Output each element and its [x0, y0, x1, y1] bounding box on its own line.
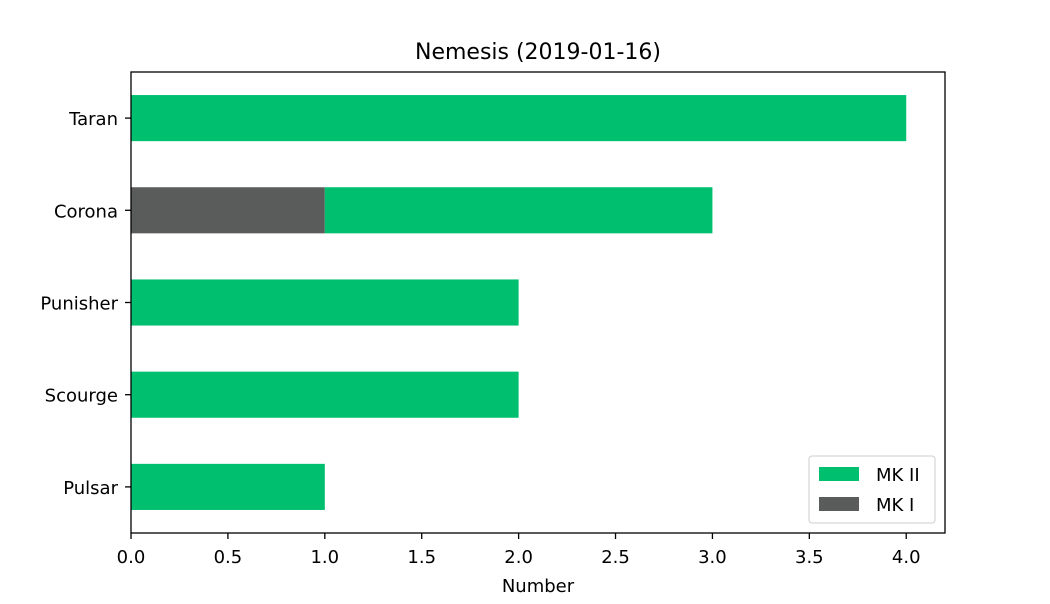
x-tick-label: 1.0	[310, 547, 339, 568]
x-axis-label: Number	[502, 576, 575, 597]
legend-label-mk-ii: MK II	[876, 465, 920, 486]
legend: MK II MK I	[808, 455, 936, 524]
chart-title: Nemesis (2019-01-16)	[415, 40, 661, 65]
y-tick-label-taran: Taran	[68, 109, 118, 130]
axes-layer: Taran Corona Punisher Scourge Pulsar 0.0 0.5 1.…	[40, 71, 946, 568]
bar-corona-mk-ii	[324, 187, 713, 234]
bar-taran-mk-ii	[131, 95, 907, 142]
legend-label-mk-i: MK I	[876, 495, 914, 516]
legend-swatch-mk-i	[819, 497, 859, 511]
x-tick-label: 4.0	[892, 547, 921, 568]
x-tick-label: 3.5	[795, 547, 824, 568]
x-tick-label: 3.0	[698, 547, 727, 568]
x-tick-label: 2.5	[601, 547, 630, 568]
x-tick-label: 2.0	[504, 547, 533, 568]
y-tick-label-corona: Corona	[54, 201, 118, 222]
bar-corona-mk-i	[131, 187, 325, 234]
y-tick-label-punisher: Punisher	[40, 294, 118, 315]
bar-punisher-mk-ii	[131, 279, 519, 326]
bar-scourge-mk-ii	[131, 371, 519, 418]
bar-pulsar-mk-ii	[131, 463, 325, 510]
x-tick-label: 0.5	[214, 547, 243, 568]
bars-layer	[131, 95, 907, 510]
x-tick-label: 0.0	[117, 547, 146, 568]
x-tick-label: 1.5	[407, 547, 436, 568]
y-tick-label-pulsar: Pulsar	[63, 478, 118, 499]
legend-swatch-mk-ii	[819, 467, 859, 481]
y-tick-label-scourge: Scourge	[45, 386, 118, 407]
